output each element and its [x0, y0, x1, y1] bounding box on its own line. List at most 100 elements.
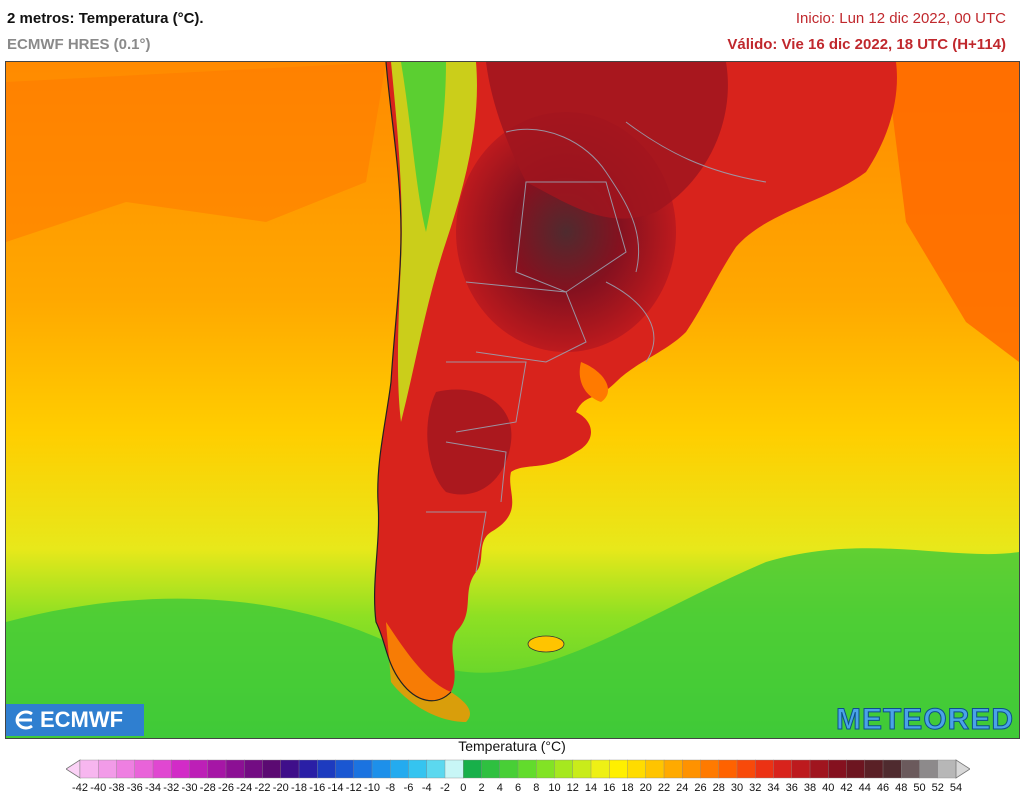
- colorbar-min-arrow: [66, 759, 81, 779]
- colorbar-tick-label: -24: [236, 782, 253, 794]
- colorbar-tick-label: -12: [345, 782, 362, 794]
- country-borders: [426, 121, 767, 573]
- colorbar-swatch: [864, 759, 884, 779]
- colorbar-tick-label: -14: [327, 782, 344, 794]
- colorbar-tick-label: -16: [309, 782, 326, 794]
- colorbar-tick-label: 28: [712, 782, 725, 794]
- colorbar-swatch: [371, 759, 391, 779]
- colorbar-swatch: [773, 759, 793, 779]
- colorbar-max-arrow: [955, 759, 970, 779]
- colorbar-swatch: [828, 759, 847, 779]
- colorbar-swatch: [390, 759, 409, 779]
- ecmwf-emblem-icon: [12, 710, 36, 730]
- colorbar-tick-label: 44: [858, 782, 871, 794]
- colorbar-swatch: [791, 759, 811, 779]
- colorbar-swatch: [189, 759, 209, 779]
- colorbar-swatch: [481, 759, 501, 779]
- colorbar-tick-label: 8: [533, 782, 540, 794]
- colorbar-tick-label: 22: [657, 782, 671, 794]
- colorbar-tick-label: 32: [749, 782, 762, 794]
- colorbar-tick-label: -28: [199, 782, 216, 794]
- colorbar-swatch: [736, 759, 756, 779]
- ecmwf-logo-text: ECMWF: [40, 707, 124, 732]
- colorbar-swatch: [244, 759, 263, 779]
- init-time: Inicio: Lun 12 dic 2022, 00 UTC: [795, 10, 1006, 27]
- colorbar-tick-label: 46: [876, 782, 890, 794]
- colorbar-tick-label: 2: [478, 782, 485, 794]
- colorbar-swatch: [426, 759, 446, 779]
- colorbar-swatch: [353, 759, 373, 779]
- colorbar-tick-label: 42: [840, 782, 853, 794]
- valid-time: Válido: Vie 16 dic 2022, 18 UTC (H+114): [727, 36, 1006, 53]
- temperature-map: [5, 61, 1020, 739]
- colorbar-swatch: [882, 759, 902, 779]
- colorbar-swatch: [572, 759, 592, 779]
- colorbar-swatch: [444, 759, 464, 779]
- rio-de-la-plata: [579, 362, 609, 402]
- hot-core-patagonia: [427, 389, 512, 495]
- colorbar-swatch: [207, 759, 227, 779]
- model-name: ECMWF HRES (0.1°): [7, 36, 151, 53]
- colorbar-tick-label: 38: [803, 782, 817, 794]
- colorbar-tick-label: -22: [254, 782, 271, 794]
- colorbar-tick-label: 24: [676, 782, 689, 794]
- colorbar-swatch: [280, 759, 300, 779]
- colorbar-tick-label: 20: [639, 782, 652, 794]
- colorbar-swatch: [225, 759, 245, 779]
- colorbar-tick-label: 18: [621, 782, 634, 794]
- warm-ocean-east: [886, 62, 1019, 362]
- colorbar-tick-label: 26: [694, 782, 707, 794]
- cool-ocean-south: [6, 548, 1019, 738]
- colorbar-tick-label: -40: [90, 782, 107, 794]
- colorbar-swatch: [919, 759, 939, 779]
- colorbar-swatch: [554, 759, 574, 779]
- colorbar-tick-label: 50: [913, 782, 926, 794]
- andes-cool-strip: [391, 62, 477, 422]
- colorbar-swatch: [663, 759, 683, 779]
- colorbar-ticks: -42 -40 -38 -36 -34 -32 -30 -28 -26 -24 -22 -20 -18-…: [0, 782, 1024, 798]
- colorbar-tick-label: -30: [181, 782, 198, 794]
- colorbar-swatch: [645, 759, 665, 779]
- colorbar-swatch: [755, 759, 774, 779]
- colorbar-swatch: [298, 759, 318, 779]
- colorbar-swatch: [937, 759, 957, 779]
- colorbar-swatch: [79, 759, 99, 779]
- colorbar-swatch: [463, 759, 482, 779]
- colorbar-tick-label: -34: [145, 782, 161, 794]
- colorbar-swatch: [682, 759, 701, 779]
- colorbar: [66, 759, 970, 779]
- colorbar-swatch: [134, 759, 154, 779]
- falkland-islands: [527, 635, 565, 653]
- pacific-coastline: [374, 62, 452, 702]
- colorbar-tick-label: 10: [548, 782, 561, 794]
- colorbar-swatch: [846, 759, 866, 779]
- colorbar-swatch: [627, 759, 647, 779]
- colorbar-tick-label: -2: [440, 782, 450, 794]
- colorbar-swatch: [517, 759, 537, 779]
- colorbar-swatch: [718, 759, 738, 779]
- colorbar-swatch: [901, 759, 920, 779]
- colorbar-swatch: [317, 759, 336, 779]
- colorbar-tick-label: 0: [460, 782, 467, 794]
- colorbar-tick-label: -20: [272, 782, 289, 794]
- colorbar-tick-label: -18: [291, 782, 307, 794]
- meteored-logo: METEORED: [835, 703, 1014, 737]
- colorbar-swatch: [171, 759, 190, 779]
- colorbar-tick-label: 4: [496, 782, 503, 794]
- legend-title: Temperatura (°C): [458, 738, 566, 754]
- colorbar-tick-label: -42: [72, 782, 88, 794]
- hot-core-north: [486, 62, 728, 219]
- colorbar-tick-label: 30: [730, 782, 744, 794]
- colorbar-swatch: [590, 759, 610, 779]
- map-title: 2 metros: Temperatura (°C).: [7, 10, 204, 27]
- warm-ocean-west: [6, 62, 386, 242]
- colorbar-swatch: [116, 759, 136, 779]
- colorbar-swatch: [262, 759, 282, 779]
- colorbar-tick-label: 52: [931, 782, 944, 794]
- colorbar-swatch: [335, 759, 355, 779]
- patagonia-tip: [386, 622, 471, 722]
- colorbar-swatch: [609, 759, 628, 779]
- colorbar-swatch: [809, 759, 829, 779]
- colorbar-tick-label: 6: [514, 782, 522, 794]
- colorbar-tick-label: -36: [126, 782, 143, 794]
